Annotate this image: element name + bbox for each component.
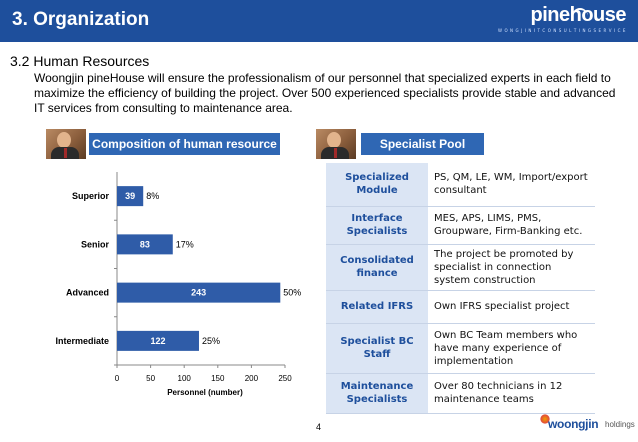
pool-value: MES, APS, LIMS, PMS, Groupware, Firm-Ban…: [428, 206, 595, 245]
x-tick-label: 200: [245, 374, 259, 383]
specialist-pool-table: Specialized Module PS, QM, LE, WM, Impor…: [326, 163, 595, 414]
pinehouse-logo: pinehouse W O N G J I N I T C O N S U L …: [498, 4, 626, 36]
footer-brand: woongjin: [548, 417, 599, 431]
bar-value-label: 243: [191, 288, 206, 298]
bar-value-label: 122: [150, 336, 165, 346]
bar-value-label: 39: [125, 191, 135, 201]
x-tick-label: 0: [115, 374, 120, 383]
bar-percent-label: 17%: [176, 239, 194, 249]
section-title: 3.2 Human Resources: [10, 53, 150, 69]
category-label: Intermediate: [55, 336, 109, 346]
category-label: Senior: [81, 239, 110, 249]
specialist-pool-banner: Specialist Pool: [361, 133, 484, 155]
pool-key: Consolidated finance: [326, 244, 428, 291]
pool-value: PS, QM, LE, WM, Import/export consultant: [428, 163, 595, 207]
person-photo-icon: [46, 129, 86, 159]
bar-value-label: 83: [140, 239, 150, 249]
pool-key: Maintenance Specialists: [326, 373, 428, 414]
footer-brand-sub: holdings: [605, 420, 635, 429]
x-axis-title: Personnel (number): [167, 388, 243, 397]
logo-tagline: W O N G J I N I T C O N S U L T I N G S …: [498, 28, 626, 33]
page-header: 3. Organization pinehouse W O N G J I N …: [0, 0, 638, 42]
hr-chart-svg: Superior 39 8% Senior 83 17% Advanced 243 50% Int…: [55, 172, 301, 397]
pool-value: Own BC Team members who have many experi…: [428, 323, 595, 374]
hr-composition-chart: Superior 39 8% Senior 83 17% Advanced 243 50% Int…: [0, 160, 320, 405]
bar: [117, 234, 173, 255]
composition-banner: Composition of human resource: [89, 133, 280, 155]
bar: [117, 330, 199, 351]
pool-key: Specialized Module: [326, 163, 428, 207]
person-photo-icon: [316, 129, 356, 159]
pool-row: Consolidated finance The project be prom…: [326, 244, 595, 291]
pool-row: Specialized Module PS, QM, LE, WM, Impor…: [326, 163, 595, 207]
woongjin-spark-icon: [540, 414, 550, 424]
pool-row: Interface Specialists MES, APS, LIMS, PM…: [326, 206, 595, 245]
pool-row: Related IFRS Own IFRS specialist project: [326, 290, 595, 324]
bar-percent-label: 8%: [146, 191, 159, 201]
category-label: Superior: [72, 191, 110, 201]
page-title: 3. Organization: [12, 9, 150, 30]
pool-key: Specialist BC Staff: [326, 323, 428, 374]
page-number: 4: [316, 422, 322, 432]
section-intro: Woongjin pineHouse will ensure the profe…: [34, 71, 616, 115]
bar: [117, 186, 144, 207]
pool-row: Specialist BC Staff Own BC Team members …: [326, 323, 595, 374]
category-label: Advanced: [66, 288, 109, 298]
pool-key: Interface Specialists: [326, 206, 428, 245]
logo-arc-icon: [572, 8, 588, 16]
x-tick-label: 50: [146, 374, 155, 383]
bar-percent-label: 25%: [202, 336, 220, 346]
pool-key: Related IFRS: [326, 290, 428, 324]
x-tick-label: 150: [211, 374, 225, 383]
x-tick-label: 100: [178, 374, 192, 383]
logo-wordmark: pinehouse: [530, 4, 626, 26]
bar-percent-label: 50%: [283, 288, 301, 298]
x-tick-label: 250: [278, 374, 292, 383]
pool-value: Over 80 technicians in 12 maintenance te…: [428, 373, 595, 414]
woongjin-holdings-logo: woongjin holdings: [540, 414, 635, 436]
bar: [117, 282, 281, 303]
pool-value: The project be promoted by specialist in…: [428, 244, 595, 291]
pool-row: Maintenance Specialists Over 80 technici…: [326, 373, 595, 414]
pool-value: Own IFRS specialist project: [428, 290, 595, 324]
